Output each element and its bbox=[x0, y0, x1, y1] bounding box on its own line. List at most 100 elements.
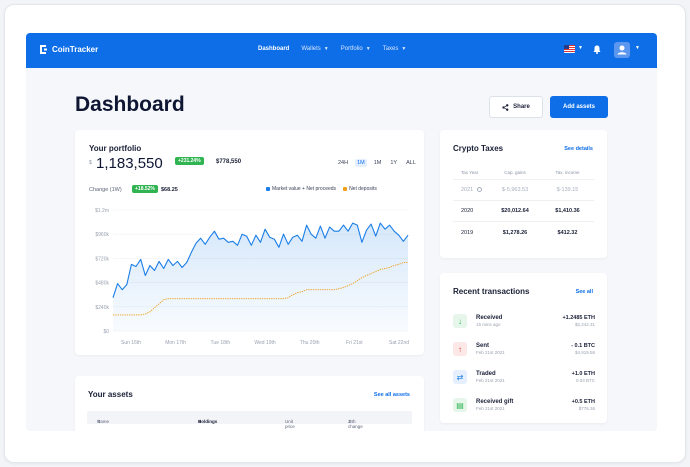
tax-income-cell: $1,410.36 bbox=[555, 208, 580, 214]
app-window: CoinTracker Dashboard Wallets ▼ Portfolio… bbox=[26, 33, 657, 431]
transaction-item[interactable]: ▤ Received gift Feb 21st 2021 +0.5 ETH $77… bbox=[453, 391, 595, 419]
nav-item-wallets[interactable]: Wallets ▼ bbox=[301, 46, 328, 52]
chart-legend: Market value + Net proceeds Net deposits bbox=[266, 186, 377, 192]
portfolio-title: Your portfolio bbox=[89, 144, 142, 153]
crypto-taxes-card: Crypto Taxes See details Tax Year Cap. g… bbox=[440, 130, 607, 258]
nav-item-label: Portfolio bbox=[340, 46, 363, 52]
chevron-down-icon: ▼ bbox=[401, 46, 407, 52]
portfolio-line-chart: $1.2m $960k $720k $480k $240k $0 Sun 16th Mon 1… bbox=[95, 208, 409, 346]
nav-item-taxes[interactable]: Taxes ▼ bbox=[383, 46, 407, 52]
range-option-all[interactable]: ALL bbox=[406, 160, 416, 166]
y-tick-label: $480k bbox=[95, 281, 109, 287]
share-icon bbox=[502, 103, 509, 111]
chevron-down-icon: ▼ bbox=[323, 46, 329, 52]
portfolio-gain-value: $778,550 bbox=[216, 159, 242, 165]
transaction-item[interactable]: ⇄ Traded Feb 21st 2021 +1.0 ETH 0.03 BTC bbox=[453, 363, 595, 391]
range-option-24h[interactable]: 24H bbox=[338, 160, 349, 166]
sort-icon: ⇕ bbox=[198, 419, 202, 424]
cointracker-logo-icon bbox=[40, 45, 47, 54]
recent-transactions-card: Recent transactions See all ↓ Received 15… bbox=[440, 273, 607, 423]
nav-item-portfolio[interactable]: Portfolio ▼ bbox=[341, 46, 371, 52]
sort-icon: ⇕ bbox=[348, 419, 352, 424]
transaction-value: $776.36 bbox=[578, 406, 595, 411]
tax-row-2019[interactable]: 2019 $1,278.26 $412.32 bbox=[453, 222, 594, 243]
column-header-label: Unit price bbox=[285, 419, 295, 429]
column-header-tax-year: Tax Year bbox=[461, 170, 479, 175]
transaction-type: Sent bbox=[476, 343, 490, 349]
cap-gains-cell: $-5,963.53 bbox=[501, 187, 529, 193]
see-details-link[interactable]: See details bbox=[564, 146, 593, 152]
transaction-type: Traded bbox=[476, 371, 496, 377]
user-icon bbox=[617, 45, 627, 55]
share-button[interactable]: Share bbox=[489, 96, 543, 118]
recent-transactions-title: Recent transactions bbox=[453, 287, 530, 296]
legend-swatch bbox=[266, 187, 270, 191]
transaction-amount: - 0.1 BTC bbox=[571, 343, 595, 349]
assets-table-header: Name ⇕ Holdings ⇕ Unit price 24h change … bbox=[87, 411, 412, 429]
transaction-value: 0.03 BTC bbox=[575, 378, 595, 383]
transaction-item[interactable]: ↓ Received 15 mins ago +1.2485 ETH $2,242.… bbox=[453, 307, 595, 335]
legend-item-market-value[interactable]: Market value + Net proceeds bbox=[266, 186, 336, 192]
transactions-list: ↓ Received 15 mins ago +1.2485 ETH $2,242.… bbox=[453, 307, 595, 419]
transaction-date: 15 mins ago bbox=[476, 322, 501, 327]
crypto-taxes-title: Crypto Taxes bbox=[453, 144, 504, 153]
column-header-label: 24h change bbox=[348, 419, 363, 429]
y-tick-label: $720k bbox=[95, 256, 109, 262]
x-tick-label: Sun 16th bbox=[121, 340, 141, 346]
info-icon[interactable] bbox=[476, 187, 482, 193]
bell-icon[interactable] bbox=[593, 45, 601, 54]
tax-row-2021[interactable]: 2021 $-5,963.53 $-139.15 bbox=[453, 180, 594, 201]
nav-item-label: Wallets bbox=[301, 46, 321, 52]
swap-icon: ⇄ bbox=[453, 370, 467, 384]
us-flag-icon[interactable] bbox=[564, 45, 575, 53]
user-avatar[interactable] bbox=[614, 42, 630, 58]
tax-year: 2021 bbox=[461, 187, 474, 193]
tax-row-2020[interactable]: 2020 $20,012.64 $1,410.36 bbox=[453, 201, 594, 222]
gift-icon: ▤ bbox=[453, 398, 467, 412]
chevron-down-icon: ▼ bbox=[365, 46, 371, 52]
column-header-cap-gains: Cap. gains bbox=[504, 170, 526, 175]
y-tick-label: $240k bbox=[95, 305, 109, 311]
legend-label: Net deposits bbox=[349, 186, 377, 192]
cap-gains-cell: $1,278.26 bbox=[502, 229, 528, 236]
transaction-amount: +0.5 ETH bbox=[571, 399, 595, 405]
transaction-value: $2,242.31 bbox=[574, 322, 595, 327]
tax-year-cell: 2019 bbox=[461, 229, 474, 236]
brand-logo[interactable]: CoinTracker bbox=[39, 44, 98, 55]
top-navigation-bar: CoinTracker Dashboard Wallets ▼ Portfolio… bbox=[26, 33, 657, 68]
nav-item-dashboard[interactable]: Dashboard bbox=[258, 46, 289, 52]
legend-label: Market value + Net proceeds bbox=[272, 186, 337, 192]
tax-table: Tax Year Cap. gains Tax. income 2021 $-5… bbox=[453, 166, 594, 243]
add-assets-button[interactable]: Add assets bbox=[550, 96, 608, 118]
legend-item-net-deposits[interactable]: Net deposits bbox=[343, 186, 377, 192]
add-assets-button-label: Add assets bbox=[562, 104, 595, 110]
page-title: Dashboard bbox=[75, 93, 185, 116]
chevron-down-icon[interactable]: ▼ bbox=[635, 45, 640, 51]
x-tick-label: Mon 17th bbox=[165, 340, 186, 346]
range-option-1m-selected[interactable]: 1M bbox=[355, 159, 367, 167]
column-header-label: Name bbox=[97, 419, 110, 424]
nav-item-label: Taxes bbox=[382, 46, 399, 52]
transaction-value: $4,919.56 bbox=[574, 350, 595, 355]
transaction-amount: +1.2485 ETH bbox=[562, 315, 595, 321]
transaction-type: Received gift bbox=[476, 399, 514, 405]
see-all-transactions-link[interactable]: See all bbox=[575, 289, 593, 295]
change-value: $68.25 bbox=[161, 187, 178, 193]
transaction-date: Feb 21st 2021 bbox=[476, 350, 505, 355]
chevron-down-icon[interactable]: ▼ bbox=[578, 45, 583, 51]
tax-income-cell: $-139.15 bbox=[556, 187, 579, 193]
range-option-1y[interactable]: 1Y bbox=[390, 160, 398, 166]
portfolio-gain-badge: +231.24% bbox=[175, 157, 204, 165]
column-header-tax-income: Tax. income bbox=[555, 170, 580, 175]
transaction-item[interactable]: ↑ Sent Feb 21st 2021 - 0.1 BTC $4,919.56 bbox=[453, 335, 595, 363]
transaction-date: Feb 21st 2021 bbox=[476, 406, 505, 411]
x-tick-label: Fri 21st bbox=[346, 340, 363, 346]
see-all-assets-link[interactable]: See all assets bbox=[373, 392, 410, 398]
portfolio-value: 1,183,550 bbox=[96, 155, 163, 172]
change-badge: +18.52% bbox=[132, 185, 158, 193]
y-tick-label: $1.2m bbox=[95, 208, 109, 214]
range-option-1m[interactable]: 1M bbox=[373, 160, 382, 166]
portfolio-currency: $ bbox=[89, 160, 92, 166]
brand-name: CoinTracker bbox=[52, 45, 99, 54]
transaction-date: Feb 21st 2021 bbox=[476, 378, 505, 383]
